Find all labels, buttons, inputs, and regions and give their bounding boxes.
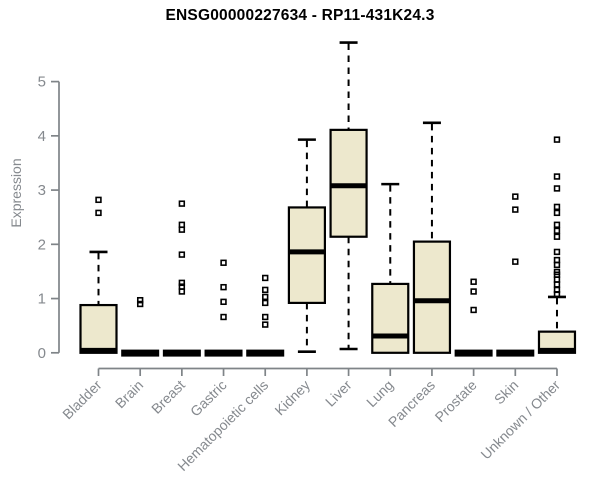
outlier-point [220,283,227,291]
outlier-point [553,227,561,234]
x-category-label: Bladder [59,377,105,423]
y-tick-label: 1 [38,291,46,308]
x-category-label: Unknown / Other [477,377,563,463]
chart-title: ENSG00000227634 - RP11-431K24.3 [165,7,435,24]
y-tick-label: 3 [38,182,46,199]
outlier-point [178,221,186,228]
x-category-label: Prostate [432,377,480,425]
flat-box-3 [204,349,243,357]
outlier-point [553,233,561,240]
x-category-label: Breast [148,377,188,417]
outlier-point [262,274,269,282]
y-tick-label: 4 [38,128,46,145]
outlier-point [178,288,186,295]
box-5 [287,206,326,304]
y-tick-label: 5 [38,74,46,91]
outlier-point [553,136,561,143]
outlier-point [262,299,269,307]
outlier-point [553,276,561,283]
outlier-point [553,291,561,298]
outlier-point [178,226,186,233]
box-0 [79,303,118,354]
flat-box-10 [496,349,535,357]
outlier-point [178,251,186,258]
outlier-point [553,185,561,192]
x-category-label: Skin [491,377,522,408]
outlier-point [136,296,144,304]
outlier-point [220,313,227,321]
flat-box-9 [454,349,493,357]
outlier-point [262,313,269,321]
outlier-point [220,259,227,266]
outlier-point [553,221,561,228]
x-category-label: Liver [322,377,355,410]
box-8 [412,240,452,354]
outlier-point [178,283,186,290]
x-category-label: Lung [363,377,396,410]
outlier-point [512,206,519,213]
outlier-point [553,173,561,180]
outlier-point [553,209,561,217]
outlier-point [470,306,477,314]
box-7 [371,282,410,354]
outlier-point [178,279,186,287]
outlier-point [470,278,477,285]
outlier-point [553,248,561,256]
flat-box-4 [246,349,285,357]
flat-box-1 [121,349,160,357]
outlier-point [470,288,477,295]
outlier-point [95,209,102,217]
outlier-point [95,196,102,204]
outlier-point [262,286,269,294]
outlier-point [553,203,561,211]
outlier-point [512,193,519,200]
y-tick-label: 2 [38,236,46,253]
x-category-label: Kidney [271,377,313,419]
outlier-point [136,300,144,308]
outlier-point [262,293,269,301]
outlier-point [512,258,519,265]
outlier-point [178,200,186,207]
y-tick-label: 0 [38,345,46,362]
outlier-point [553,281,561,288]
outlier-point [220,298,227,306]
x-category-label: Brain [112,377,146,411]
outlier-point [553,261,561,269]
flat-box-2 [162,349,201,357]
outlier-point [262,321,269,328]
outlier-point [553,256,561,264]
